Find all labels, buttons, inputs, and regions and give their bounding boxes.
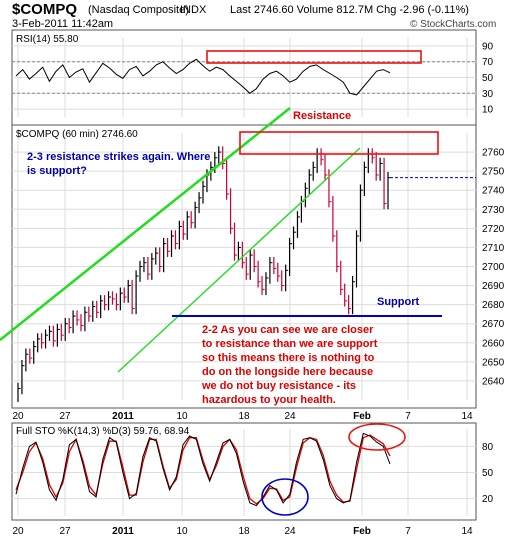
price-y-ticks: 2640 2650 2660 2670 2680 2690 2700 2710 2720 2730…: [482, 148, 505, 388]
note-2-2-line: do on the longside here because: [202, 366, 373, 378]
y-tick-label: 2720: [482, 224, 505, 235]
y-tick-label: 2760: [482, 148, 505, 159]
x-tick-label: Feb: [353, 411, 371, 422]
y-tick-label: 70: [482, 57, 494, 68]
note-2-2: 2-2 As you can see we are closer to resis…: [201, 324, 378, 406]
chart-datetime: 3-Feb-2011 11:42am: [12, 18, 114, 30]
y-tick-label: 2640: [482, 376, 505, 387]
x-tick-label: 20: [12, 411, 24, 422]
x-tick-label: 27: [59, 526, 71, 537]
rsi-resistance-box: [206, 50, 422, 64]
sto-panel: Full STO %K(14,3) %D(3) 59.76, 68.94 20 5…: [11, 422, 494, 521]
x-tick-label: 10: [176, 526, 188, 537]
y-tick-label: 2680: [482, 300, 505, 311]
price-panel: $COMPQ (60 min) 2746.60 2640 2650 2660 2670…: [0, 107, 505, 409]
y-tick-label: 20: [482, 494, 494, 505]
y-tick-label: 30: [482, 89, 494, 100]
x-tick-label: 7: [405, 526, 411, 537]
y-tick-label: 2740: [482, 186, 505, 197]
x-tick-label: Feb: [353, 526, 371, 537]
outer-uptrend-line: [0, 107, 291, 341]
y-tick-label: 2700: [482, 262, 505, 273]
x-tick-label: 20: [12, 526, 24, 537]
support-label: Support: [377, 296, 419, 308]
resistance-label: Resistance: [293, 110, 351, 122]
price-grid: [12, 133, 476, 400]
y-tick-label: 2730: [482, 205, 505, 216]
x-tick-label: 7: [405, 411, 411, 422]
exchange-label: INDX: [180, 4, 207, 16]
source-watermark: © StockCharts.com: [410, 19, 497, 30]
x-tick-label: 24: [284, 526, 296, 537]
x-tick-label: 14: [461, 411, 473, 422]
y-tick-label: 2750: [482, 167, 505, 178]
price-title: $COMPQ (60 min) 2746.60: [16, 129, 138, 140]
y-tick-label: 2710: [482, 243, 505, 254]
note-2-3: 2-3 resistance strikes again. Where is su…: [27, 151, 210, 177]
inner-uptrend-line: [117, 147, 361, 373]
sto-k-line: [15, 432, 391, 507]
y-tick-label: 50: [482, 468, 494, 479]
y-tick-label: 2650: [482, 357, 505, 368]
x-tick-label: 2011: [112, 526, 134, 537]
x-tick-label: 18: [238, 526, 250, 537]
rsi-panel: RSI(14) 55.80 10 30 50 70 90: [11, 29, 494, 126]
index-name: (Nasdaq Composite): [88, 4, 189, 16]
sto-oversold-circle: [261, 478, 309, 516]
sto-x-ticks: 20 27 2011 10 18 24 Feb 7 14: [12, 526, 473, 537]
x-tick-label: 10: [176, 411, 188, 422]
price-bars: [17, 146, 391, 402]
y-tick-label: 90: [482, 41, 494, 52]
note-2-2-line: so this means there is nothing to: [202, 352, 375, 364]
rsi-grid: [12, 38, 476, 117]
x-tick-label: 2011: [112, 411, 134, 422]
y-tick-label: 50: [482, 73, 494, 84]
x-tick-label: 27: [59, 411, 71, 422]
y-tick-label: 80: [482, 442, 494, 453]
y-tick-label: 2670: [482, 319, 505, 330]
price-resistance-box: [239, 131, 439, 155]
symbol-title: $COMPQ: [12, 1, 78, 18]
x-tick-label: 18: [238, 411, 250, 422]
note-2-2-line: 2-2 As you can see we are closer: [202, 324, 374, 336]
note-2-2-line: we do not buy resistance - its: [201, 380, 356, 392]
x-tick-label: 14: [461, 526, 473, 537]
y-tick-label: 10: [482, 105, 494, 116]
rsi-series-line: [15, 58, 391, 96]
quote-summary: Last 2746.60 Volume 812.7M Chg -2.96 (-0…: [230, 4, 469, 16]
note-2-2-line: hazardous to your health.: [202, 394, 336, 406]
sto-y-ticks: 20 50 80: [482, 442, 494, 505]
price-x-ticks: 20 27 2011 10 18 24 Feb 7 14: [12, 411, 473, 422]
note-2-2-line: to resistance than we are support: [202, 338, 378, 350]
sto-title: Full STO %K(14,3) %D(3) 59.76, 68.94: [16, 426, 190, 437]
x-tick-label: 24: [284, 411, 296, 422]
y-tick-label: 2690: [482, 281, 505, 292]
rsi-title: RSI(14) 55.80: [16, 34, 79, 45]
y-tick-label: 2660: [482, 338, 505, 349]
sto-overbought-circle: [348, 423, 406, 451]
rsi-y-ticks: 10 30 50 70 90: [482, 41, 494, 115]
